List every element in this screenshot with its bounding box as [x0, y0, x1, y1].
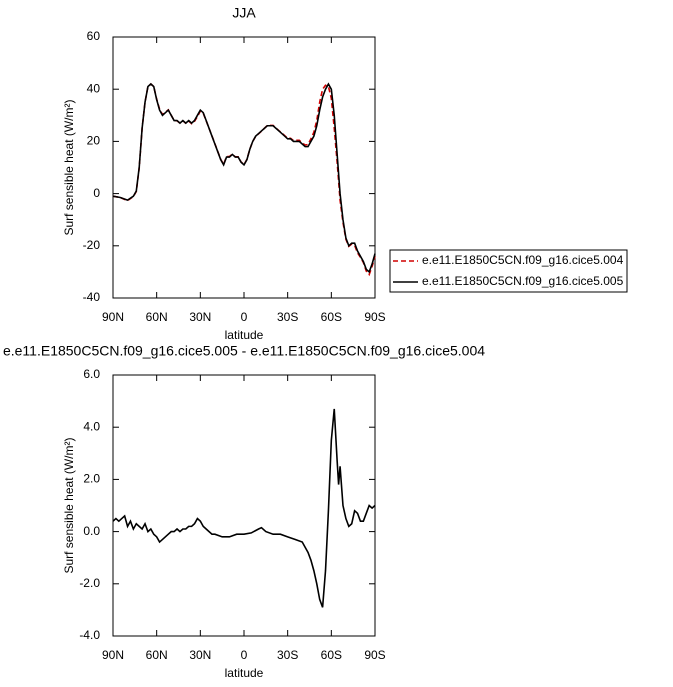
y-tick-label: -4.0 — [79, 628, 100, 642]
y-tick-label: 6.0 — [83, 367, 100, 381]
y-tick-label: 0.0 — [83, 524, 100, 538]
x-tick-label: 90S — [364, 648, 385, 662]
y-tick-label: 20 — [87, 134, 101, 148]
plot-frame — [112, 374, 376, 637]
legend-label: e.e11.E1850C5CN.f09_g16.cice5.004 — [422, 253, 624, 267]
x-tick-label: 90N — [102, 310, 124, 324]
y-tick-label: 2.0 — [83, 472, 100, 486]
series-line — [112, 82, 376, 274]
y-tick-label: 60 — [87, 29, 101, 43]
chart-title: JJA — [232, 5, 256, 21]
x-tick-label: 60S — [321, 648, 342, 662]
x-tick-label: 30S — [277, 310, 298, 324]
y-tick-label: 0 — [93, 186, 100, 200]
x-axis-label: latitude — [225, 328, 264, 342]
plot-frame — [112, 36, 376, 299]
legend-box — [389, 249, 628, 293]
chart-title: e.e11.E1850C5CN.f09_g16.cice5.005 - e.e1… — [3, 343, 485, 359]
x-tick-label: 30S — [277, 648, 298, 662]
x-tick-label: 60N — [146, 310, 168, 324]
x-tick-label: 30N — [189, 310, 211, 324]
x-tick-label: 60N — [146, 648, 168, 662]
y-tick-label: -2.0 — [79, 576, 100, 590]
x-tick-label: 0 — [241, 310, 248, 324]
y-axis-label: Surf sensible heat (W/m²) — [62, 99, 76, 235]
series-line — [112, 408, 376, 608]
x-tick-label: 90N — [102, 648, 124, 662]
x-tick-label: 0 — [241, 648, 248, 662]
y-tick-label: 4.0 — [83, 419, 100, 433]
y-tick-label: -40 — [83, 290, 101, 304]
x-tick-label: 30N — [189, 648, 211, 662]
x-axis-label: latitude — [225, 666, 264, 680]
y-axis-label: Surf sensible heat (W/m²) — [62, 437, 76, 573]
legend-label: e.e11.E1850C5CN.f09_g16.cice5.005 — [422, 274, 624, 288]
y-tick-label: -20 — [83, 238, 101, 252]
x-tick-label: 90S — [364, 310, 385, 324]
series-line — [112, 82, 376, 277]
y-tick-label: 40 — [87, 81, 101, 95]
x-tick-label: 60S — [321, 310, 342, 324]
